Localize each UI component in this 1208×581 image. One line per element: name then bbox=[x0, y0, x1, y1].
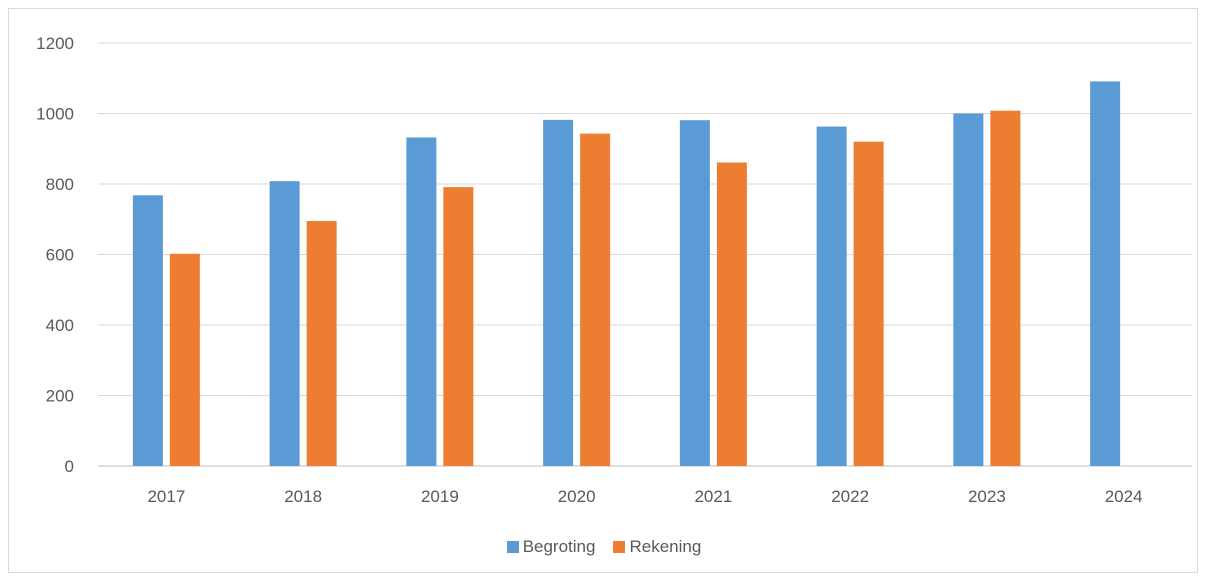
y-tick-label: 800 bbox=[46, 175, 74, 194]
bar-begroting-2024 bbox=[1090, 81, 1121, 467]
x-tick-label: 2017 bbox=[147, 487, 185, 506]
y-tick-label: 1000 bbox=[36, 105, 74, 124]
legend-label-begroting: Begroting bbox=[522, 537, 596, 556]
bar-begroting-2017 bbox=[132, 195, 163, 466]
x-tick-label: 2018 bbox=[284, 487, 322, 506]
bar-rekening-2020 bbox=[580, 133, 611, 466]
bar-rekening-2017 bbox=[169, 253, 200, 466]
y-tick-label: 200 bbox=[46, 387, 74, 406]
y-tick-label: 0 bbox=[65, 457, 74, 476]
bar-begroting-2022 bbox=[816, 126, 847, 466]
x-tick-label: 2024 bbox=[1105, 487, 1143, 506]
bar-rekening-2023 bbox=[990, 110, 1021, 467]
y-tick-label: 1200 bbox=[36, 34, 74, 53]
x-tick-label: 2021 bbox=[694, 487, 732, 506]
bar-rekening-2019 bbox=[443, 187, 474, 467]
bar-rekening-2021 bbox=[716, 162, 747, 466]
bar-begroting-2021 bbox=[679, 120, 710, 466]
bar-rekening-2018 bbox=[306, 221, 337, 466]
bar-begroting-2020 bbox=[543, 119, 574, 466]
x-tick-label: 2019 bbox=[421, 487, 459, 506]
legend-item-rekening: Rekening bbox=[613, 537, 701, 557]
legend-item-begroting: Begroting bbox=[506, 537, 596, 557]
bar-begroting-2019 bbox=[406, 137, 437, 466]
x-tick-label: 2020 bbox=[558, 487, 596, 506]
legend-swatch-begroting bbox=[506, 541, 519, 553]
legend-swatch-rekening bbox=[613, 541, 626, 553]
legend-label-rekening: Rekening bbox=[629, 537, 702, 556]
legend: Begroting Rekening bbox=[0, 537, 1208, 557]
x-tick-label: 2022 bbox=[831, 487, 869, 506]
bar-begroting-2018 bbox=[269, 181, 300, 466]
y-tick-label: 600 bbox=[46, 246, 74, 265]
bar-begroting-2023 bbox=[953, 113, 984, 466]
bar-rekening-2022 bbox=[853, 141, 884, 466]
y-tick-label: 400 bbox=[46, 316, 74, 335]
x-tick-label: 2023 bbox=[968, 487, 1006, 506]
